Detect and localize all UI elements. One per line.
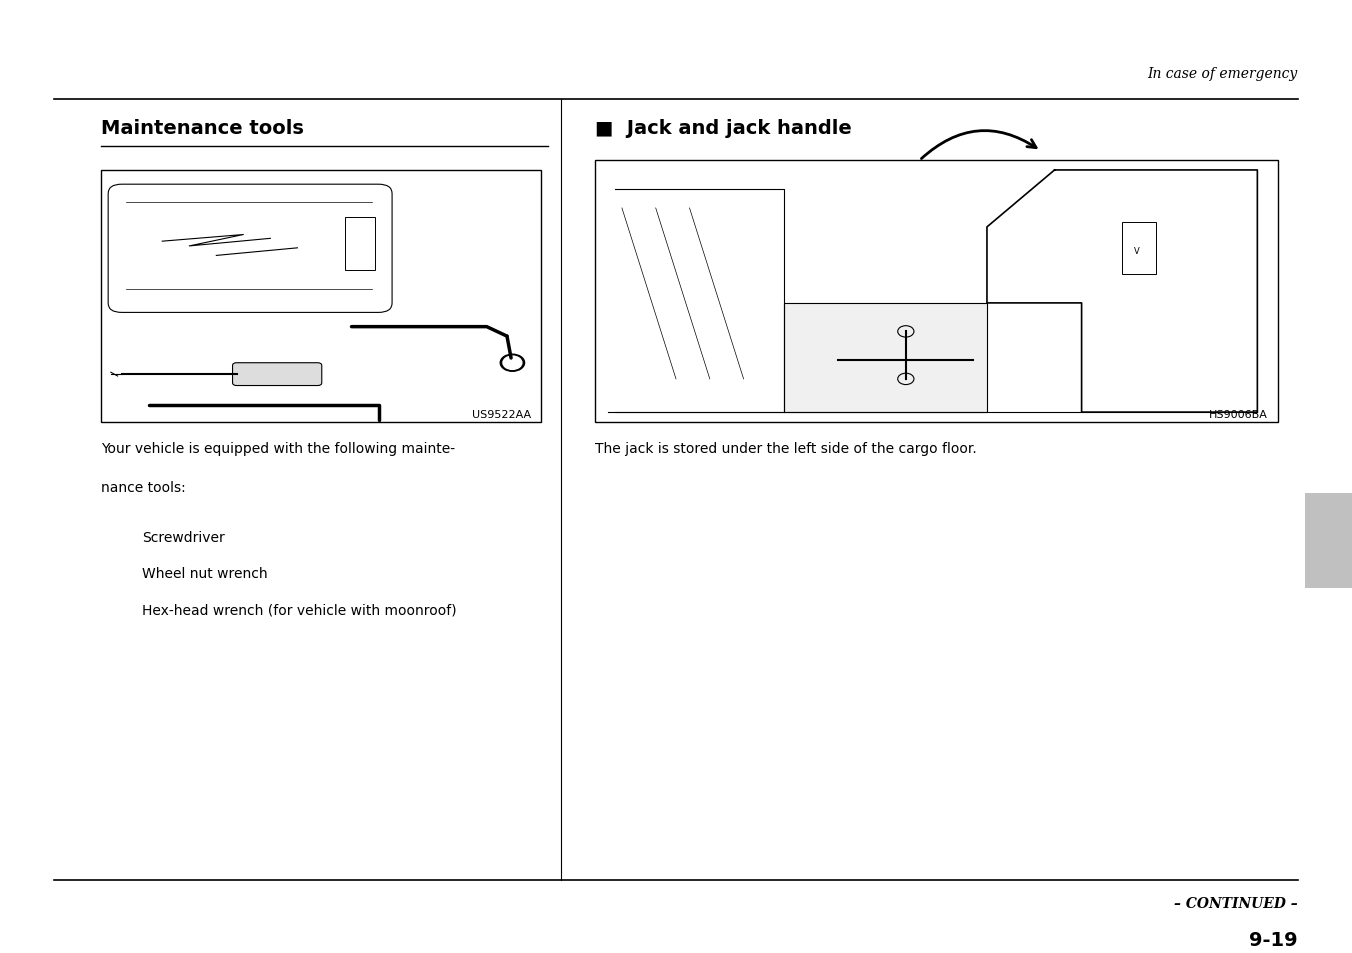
Text: 9-19: 9-19 (1249, 930, 1298, 948)
Bar (1305, 494, 1352, 588)
Text: Wheel nut wrench: Wheel nut wrench (142, 566, 268, 580)
Text: Hex-head wrench (for vehicle with moonroof): Hex-head wrench (for vehicle with moonro… (142, 602, 457, 617)
Text: Maintenance tools: Maintenance tools (101, 118, 304, 137)
Text: nance tools:: nance tools: (101, 481, 187, 495)
Text: Screwdriver: Screwdriver (142, 530, 224, 544)
Text: In case of emergency: In case of emergency (1148, 67, 1298, 81)
Bar (345, 218, 375, 271)
Text: – CONTINUED –: – CONTINUED – (1174, 897, 1298, 910)
FancyBboxPatch shape (101, 171, 541, 422)
FancyBboxPatch shape (108, 185, 392, 314)
Circle shape (500, 355, 525, 372)
Text: Your vehicle is equipped with the following mainte-: Your vehicle is equipped with the follow… (101, 441, 456, 456)
Circle shape (503, 356, 522, 370)
Text: US9522AA: US9522AA (472, 410, 531, 419)
Bar (1122, 223, 1156, 275)
Text: ■  Jack and jack handle: ■ Jack and jack handle (595, 118, 852, 137)
Text: The jack is stored under the left side of the cargo floor.: The jack is stored under the left side o… (595, 441, 976, 456)
Text: HS9006BA: HS9006BA (1209, 410, 1268, 419)
FancyBboxPatch shape (595, 161, 1278, 422)
Polygon shape (784, 304, 987, 413)
Text: V: V (1134, 247, 1140, 256)
FancyBboxPatch shape (233, 363, 322, 386)
FancyArrowPatch shape (922, 132, 1036, 159)
